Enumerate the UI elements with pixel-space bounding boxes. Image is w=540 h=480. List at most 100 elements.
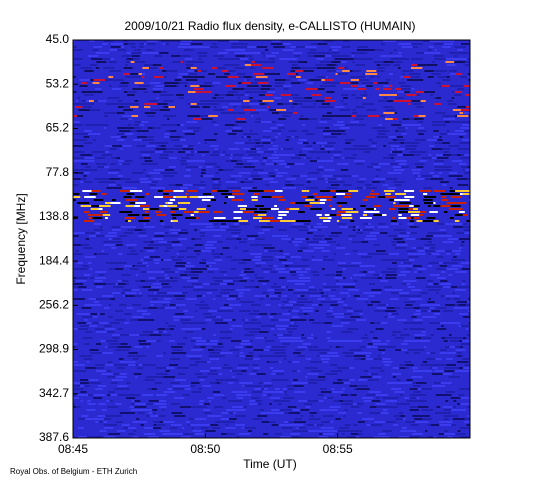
texture	[281, 352, 286, 354]
texture	[308, 151, 319, 153]
texture	[190, 268, 199, 270]
texture	[223, 64, 235, 66]
texture	[112, 145, 118, 147]
texture	[81, 355, 93, 357]
texture	[241, 52, 251, 54]
texture	[300, 355, 305, 357]
texture	[101, 409, 107, 411]
texture	[460, 43, 470, 45]
texture	[461, 280, 466, 282]
texture	[238, 76, 244, 78]
texture	[77, 97, 81, 99]
texture	[297, 424, 304, 426]
texture	[94, 229, 103, 231]
texture	[87, 169, 97, 171]
texture	[280, 436, 291, 438]
texture	[429, 322, 441, 324]
texture	[127, 229, 135, 231]
texture	[134, 403, 138, 405]
texture	[191, 46, 199, 48]
texture	[336, 178, 342, 180]
texture	[289, 76, 297, 78]
texture	[163, 151, 174, 153]
texture	[91, 205, 100, 207]
texture	[416, 298, 423, 300]
texture	[265, 184, 270, 186]
texture	[87, 262, 92, 264]
texture	[147, 127, 153, 129]
texture	[184, 271, 191, 273]
texture	[221, 379, 228, 381]
texture	[225, 160, 231, 162]
texture	[457, 115, 469, 117]
texture	[210, 397, 215, 399]
texture	[356, 115, 368, 117]
texture	[420, 292, 428, 294]
texture	[92, 151, 95, 153]
texture	[96, 298, 103, 300]
texture	[285, 286, 289, 288]
texture	[450, 196, 462, 198]
texture	[451, 259, 462, 261]
texture	[244, 328, 249, 330]
texture	[174, 145, 183, 147]
texture	[254, 274, 257, 276]
texture	[309, 202, 320, 204]
texture	[353, 226, 356, 228]
texture	[382, 352, 385, 354]
texture	[455, 433, 466, 435]
texture	[264, 250, 269, 252]
texture	[300, 430, 309, 432]
texture	[383, 85, 390, 87]
texture	[192, 430, 196, 432]
texture	[232, 370, 242, 372]
texture	[128, 361, 133, 363]
texture	[184, 217, 197, 219]
texture	[199, 85, 212, 87]
texture	[95, 370, 107, 372]
texture	[291, 310, 300, 312]
texture	[277, 217, 283, 219]
texture	[198, 166, 203, 168]
texture	[446, 202, 457, 204]
texture	[150, 187, 162, 189]
texture	[412, 208, 418, 210]
texture	[209, 46, 219, 48]
texture	[359, 313, 363, 315]
texture	[252, 187, 258, 189]
texture	[378, 433, 386, 435]
texture	[144, 160, 153, 162]
texture	[143, 433, 156, 435]
texture	[337, 223, 347, 225]
texture	[324, 145, 334, 147]
texture	[126, 397, 136, 399]
texture	[162, 43, 166, 45]
texture	[115, 79, 125, 81]
texture	[186, 280, 198, 282]
texture	[377, 304, 387, 306]
texture	[138, 220, 150, 222]
texture	[110, 298, 116, 300]
texture	[73, 370, 79, 372]
texture	[190, 43, 203, 45]
texture	[270, 259, 274, 261]
texture	[427, 301, 435, 303]
texture	[110, 322, 120, 324]
texture	[354, 355, 366, 357]
texture	[156, 424, 166, 426]
texture	[136, 310, 148, 312]
texture	[313, 103, 317, 105]
texture	[274, 250, 280, 252]
texture	[132, 88, 138, 90]
texture	[281, 286, 286, 288]
texture	[146, 415, 151, 417]
texture	[350, 406, 360, 408]
texture	[161, 103, 168, 105]
texture	[445, 166, 452, 168]
texture	[451, 409, 463, 411]
texture	[265, 94, 273, 96]
texture	[436, 406, 441, 408]
texture	[271, 286, 282, 288]
texture	[414, 139, 419, 141]
texture	[392, 139, 397, 141]
